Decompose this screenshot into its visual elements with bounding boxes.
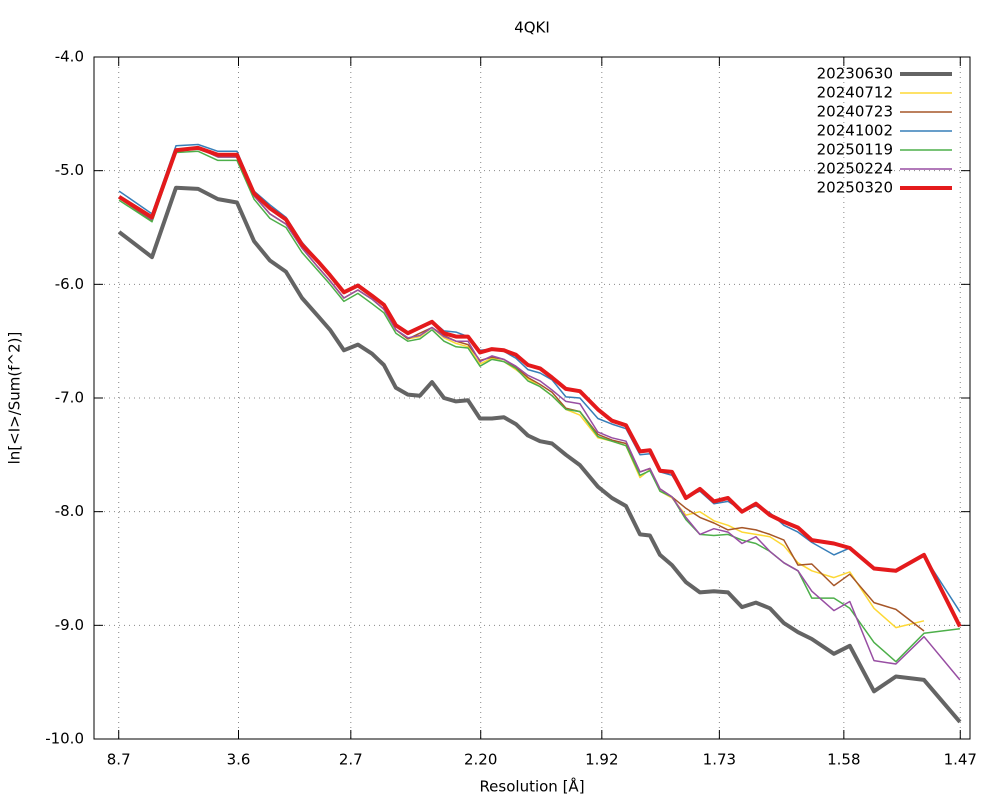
x-axis-label: Resolution [Å] — [479, 777, 584, 796]
y-tick-label: -7.0 — [55, 389, 84, 407]
x-tick-label: 2.7 — [339, 751, 363, 769]
y-tick-label: -10.0 — [45, 730, 84, 748]
y-tick-label: -5.0 — [55, 161, 84, 179]
plot-border — [93, 56, 971, 740]
chart-title: 4QKI — [514, 19, 550, 37]
y-tick-label: -4.0 — [55, 48, 84, 66]
x-tick-label: 1.92 — [585, 751, 618, 769]
legend-label: 20250224 — [817, 160, 893, 178]
y-tick-label: -6.0 — [55, 275, 84, 293]
legend-label: 20250119 — [817, 141, 893, 159]
legend-label: 20241002 — [817, 122, 893, 140]
legend-label: 20250320 — [817, 179, 893, 197]
y-axis-label: ln[<I>/Sum(f^2)] — [6, 332, 24, 465]
legend-label: 20240712 — [817, 84, 893, 102]
legend-label: 20240723 — [817, 103, 893, 121]
x-tick-label: 8.7 — [107, 751, 131, 769]
x-tick-label: 1.73 — [703, 751, 736, 769]
legend-label: 20230630 — [817, 65, 893, 83]
x-tick-label: 1.58 — [827, 751, 860, 769]
x-tick-label: 2.20 — [464, 751, 497, 769]
x-tick-label: 1.47 — [944, 751, 977, 769]
series-line — [118, 145, 962, 628]
series-line — [118, 147, 961, 681]
x-tick-label: 3.6 — [227, 751, 251, 769]
series-line — [117, 185, 962, 724]
y-tick-label: -8.0 — [55, 502, 84, 520]
y-tick-label: -9.0 — [55, 616, 84, 634]
